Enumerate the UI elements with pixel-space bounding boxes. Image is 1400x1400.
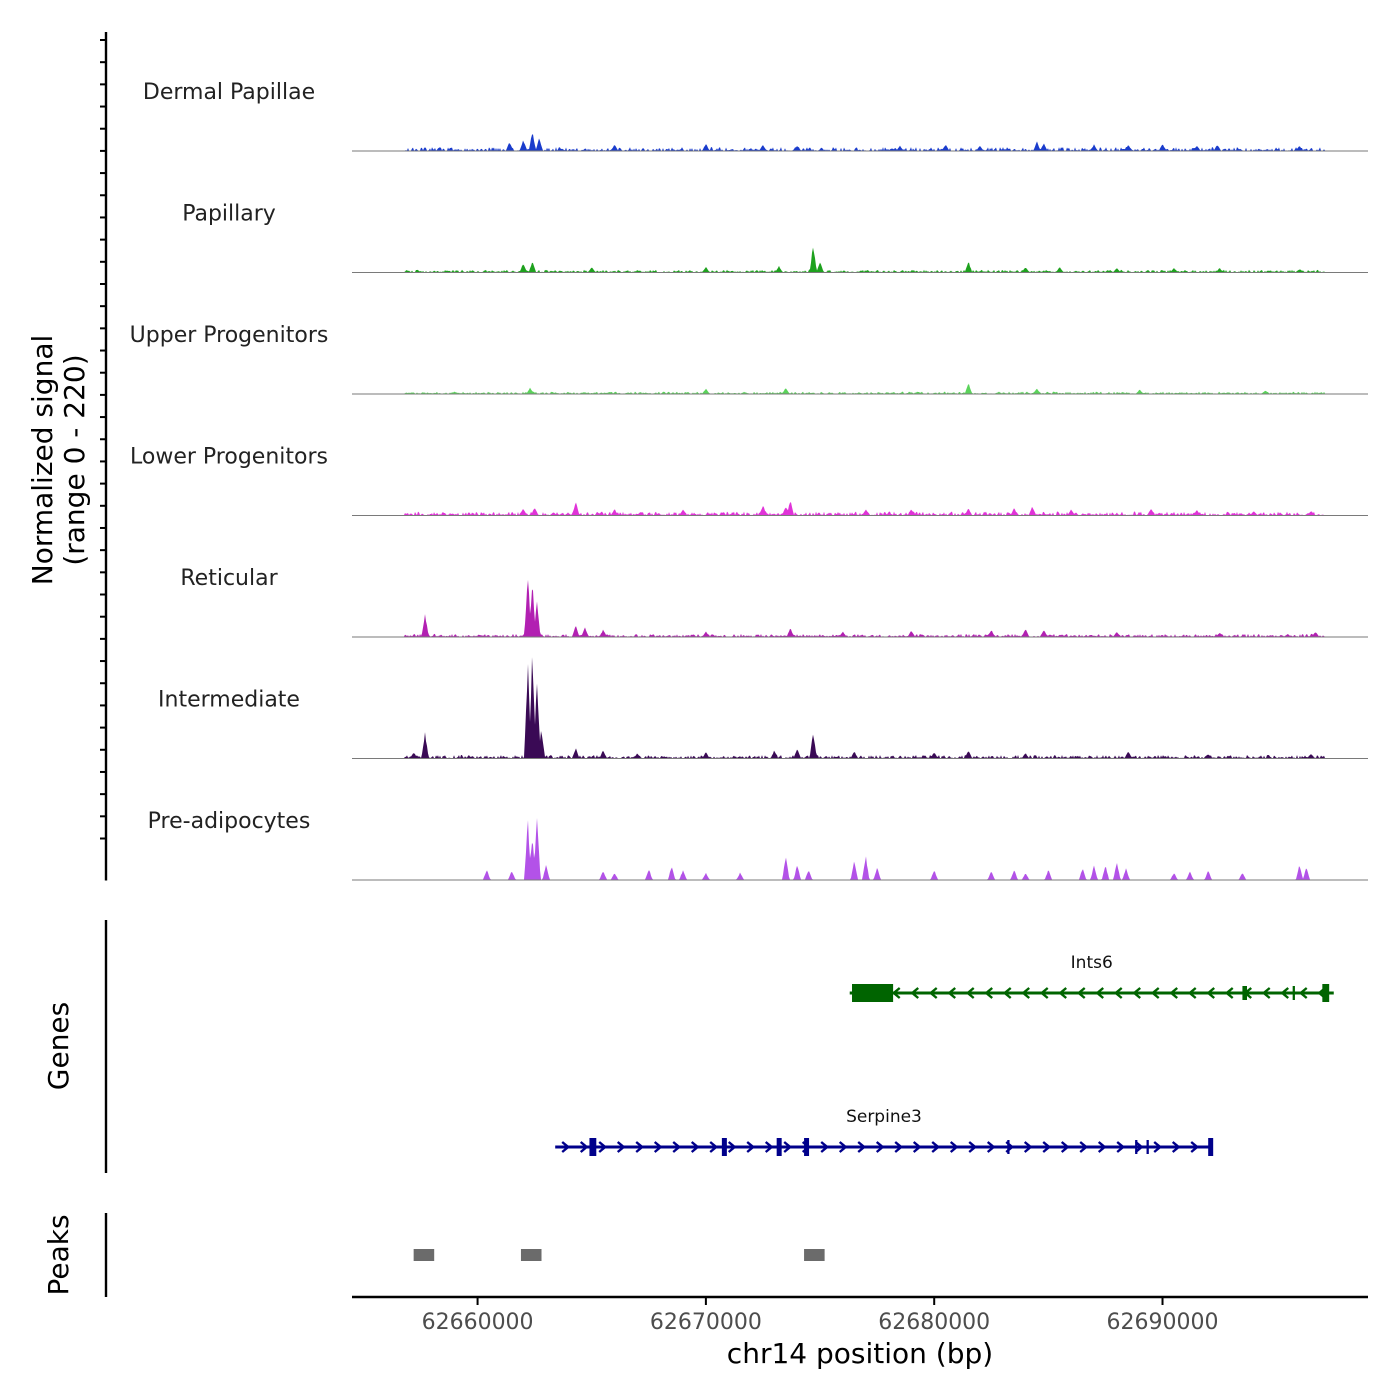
- strand-arrow: [1039, 987, 1049, 999]
- gene-ints6: Ints6: [849, 953, 1334, 1002]
- track-label: Papillary: [182, 202, 276, 227]
- strand-arrow: [986, 1141, 996, 1153]
- coverage-upper-progenitors: [352, 384, 1368, 394]
- strand-arrow: [1224, 987, 1234, 999]
- strand-arrow: [1021, 987, 1030, 999]
- strand-arrow: [1095, 987, 1104, 999]
- strand-arrow: [891, 987, 901, 999]
- peak-region: [804, 1249, 825, 1261]
- x-tick-label: 62690000: [1107, 1310, 1219, 1335]
- track-label: Dermal Papillae: [143, 80, 315, 105]
- exon: [1242, 986, 1247, 1000]
- y-axis-title: Normalized signal(range 0 - 220): [26, 335, 91, 586]
- strand-arrow: [635, 1141, 645, 1153]
- genes-track-label: Genes: [42, 1002, 75, 1090]
- strand-arrow: [838, 1141, 848, 1153]
- y-axis-title-range: (range 0 - 220): [58, 354, 91, 565]
- x-tick-label: 62670000: [650, 1310, 762, 1335]
- exon: [589, 1138, 597, 1156]
- strand-arrow: [1058, 987, 1067, 999]
- strand-arrow: [1097, 1141, 1107, 1153]
- peak-region: [520, 1249, 542, 1261]
- strand-arrow: [1076, 987, 1086, 999]
- strand-arrow: [616, 1141, 626, 1153]
- strand-arrow: [727, 1141, 737, 1153]
- coverage-reticular: [352, 579, 1368, 637]
- x-tick-label: 62660000: [422, 1310, 534, 1335]
- strand-arrow: [1171, 1141, 1181, 1153]
- strand-arrow: [709, 1141, 719, 1153]
- strand-arrow: [579, 1141, 589, 1153]
- strand-arrow: [1060, 1141, 1070, 1153]
- gene-serpine3: Serpine3: [555, 1107, 1214, 1156]
- strand-arrow: [1206, 987, 1215, 999]
- coverage-intermediate: [352, 657, 1368, 758]
- strand-arrow: [1298, 987, 1308, 999]
- exon: [1208, 1138, 1214, 1156]
- exon: [1007, 1140, 1010, 1154]
- strand-arrow: [875, 1141, 885, 1153]
- strand-arrow: [1153, 1141, 1163, 1153]
- strand-arrow: [1116, 1141, 1126, 1153]
- strand-arrow: [1187, 987, 1197, 999]
- coverage-lower-progenitors: [352, 502, 1368, 515]
- strand-arrow: [910, 987, 919, 999]
- exon: [1146, 1140, 1149, 1154]
- coverage-pre-adipocytes: [352, 817, 1368, 880]
- x-tick-label: 62680000: [878, 1310, 990, 1335]
- strand-arrow: [1169, 987, 1178, 999]
- strand-arrow: [949, 1141, 959, 1153]
- track-label: Upper Progenitors: [130, 323, 329, 348]
- strand-arrow: [1261, 987, 1271, 999]
- strand-arrow: [857, 1141, 867, 1153]
- strand-arrow: [820, 1141, 830, 1153]
- strand-arrow: [1280, 987, 1289, 999]
- exon: [1322, 984, 1330, 1002]
- strand-arrow: [931, 1141, 941, 1153]
- strand-arrow: [1113, 987, 1123, 999]
- x-axis-title: chr14 position (bp): [727, 1337, 993, 1370]
- exon: [1292, 986, 1295, 1000]
- coverage-dermal-papillae: [352, 134, 1368, 151]
- coverage-papillary: [352, 247, 1368, 272]
- strand-arrow: [968, 1141, 978, 1153]
- y-axis-title-line1: Normalized signal: [26, 335, 59, 586]
- peak-region: [413, 1249, 435, 1261]
- exon: [721, 1138, 727, 1156]
- strand-arrow: [1190, 1141, 1200, 1153]
- strand-arrow: [561, 1141, 571, 1153]
- strand-arrow: [672, 1141, 682, 1153]
- strand-arrow: [1132, 987, 1141, 999]
- track-label: Reticular: [180, 566, 278, 591]
- strand-arrow: [1002, 987, 1012, 999]
- strand-arrow: [746, 1141, 756, 1153]
- track-label: Intermediate: [158, 688, 300, 713]
- strand-arrow: [653, 1141, 663, 1153]
- strand-arrow: [690, 1141, 700, 1153]
- track-label: Pre-adipocytes: [148, 809, 311, 834]
- peaks-track-label: Peaks: [42, 1214, 75, 1295]
- strand-arrow: [1079, 1141, 1089, 1153]
- strand-arrow: [912, 1141, 922, 1153]
- strand-arrow: [783, 1141, 793, 1153]
- track-label: Lower Progenitors: [130, 445, 328, 470]
- strand-arrow: [598, 1141, 608, 1153]
- strand-arrow: [1042, 1141, 1052, 1153]
- strand-arrow: [894, 1141, 904, 1153]
- strand-arrow: [1023, 1141, 1033, 1153]
- exon: [1135, 1140, 1138, 1154]
- exon: [776, 1138, 782, 1156]
- exon: [804, 1138, 810, 1156]
- exon: [852, 984, 894, 1002]
- strand-arrow: [928, 987, 938, 999]
- strand-arrow: [1150, 987, 1160, 999]
- strand-arrow: [984, 987, 993, 999]
- strand-arrow: [764, 1141, 774, 1153]
- gene-label: Ints6: [1071, 953, 1113, 973]
- gene-label: Serpine3: [846, 1107, 922, 1127]
- strand-arrow: [1134, 1141, 1144, 1153]
- strand-arrow: [947, 987, 956, 999]
- strand-arrow: [965, 987, 975, 999]
